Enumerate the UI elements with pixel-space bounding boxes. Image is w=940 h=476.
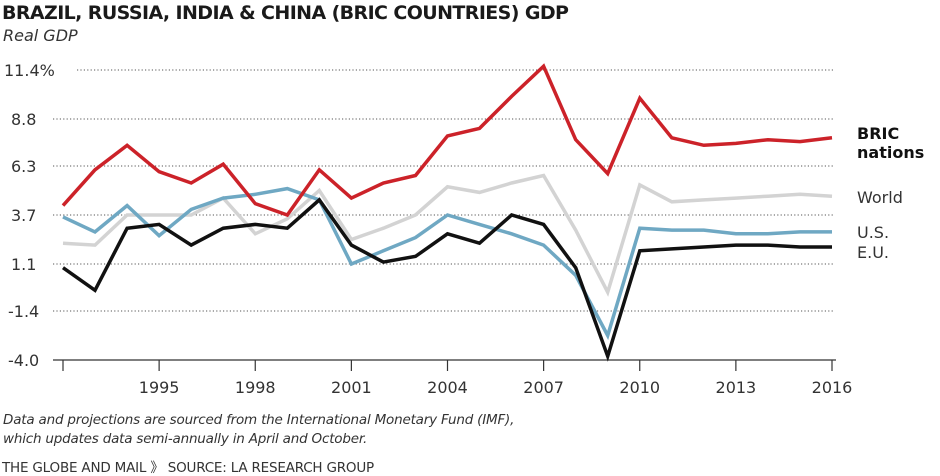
chart-title: BRAZIL, RUSSIA, INDIA & CHINA (BRIC COUN…: [2, 2, 569, 24]
y-tick-label: 11.4%: [4, 61, 55, 80]
x-tick-label: 2007: [523, 378, 564, 397]
series-line-e-u: [61, 197, 832, 362]
x-tick-label: 1998: [235, 378, 276, 397]
y-tick-label: 6.3: [11, 157, 36, 176]
footnote: Data and projections are sourced from th…: [3, 411, 514, 449]
series-line-world: [62, 173, 833, 297]
x-tick-label: 2010: [619, 378, 660, 397]
source-credit: THE GLOBE AND MAIL 》 SOURCE: LA RESEARCH…: [2, 460, 374, 476]
footnote-line1: Data and projections are sourced from th…: [3, 412, 515, 428]
legend-eu: E.U.: [857, 243, 889, 262]
x-tick-label: 1995: [139, 378, 180, 397]
y-tick-label: 3.7: [11, 206, 36, 225]
legend-world: World: [857, 188, 903, 207]
x-tick-label: 2016: [812, 378, 853, 397]
footnote-line2: which updates data semi-annually in Apri…: [3, 431, 368, 447]
legend-us: U.S.: [857, 223, 890, 242]
y-tick-label: 1.1: [11, 255, 36, 274]
x-tick-label: 2004: [427, 378, 468, 397]
y-tick-label: -1.4: [8, 302, 39, 321]
x-tick-label: 2001: [331, 378, 372, 397]
legend-bric-line1: BRIC: [857, 124, 900, 143]
x-tick-label: 2013: [716, 378, 757, 397]
y-tick-label: -4.0: [8, 351, 39, 370]
series-line-bric-nations: [61, 63, 833, 218]
legend-bric-line2: nations: [857, 143, 925, 162]
legend-bric: BRIC nations: [857, 124, 924, 162]
chart-subtitle: Real GDP: [3, 26, 78, 45]
series-line-u-s: [62, 186, 832, 341]
y-tick-label: 8.8: [11, 110, 36, 129]
